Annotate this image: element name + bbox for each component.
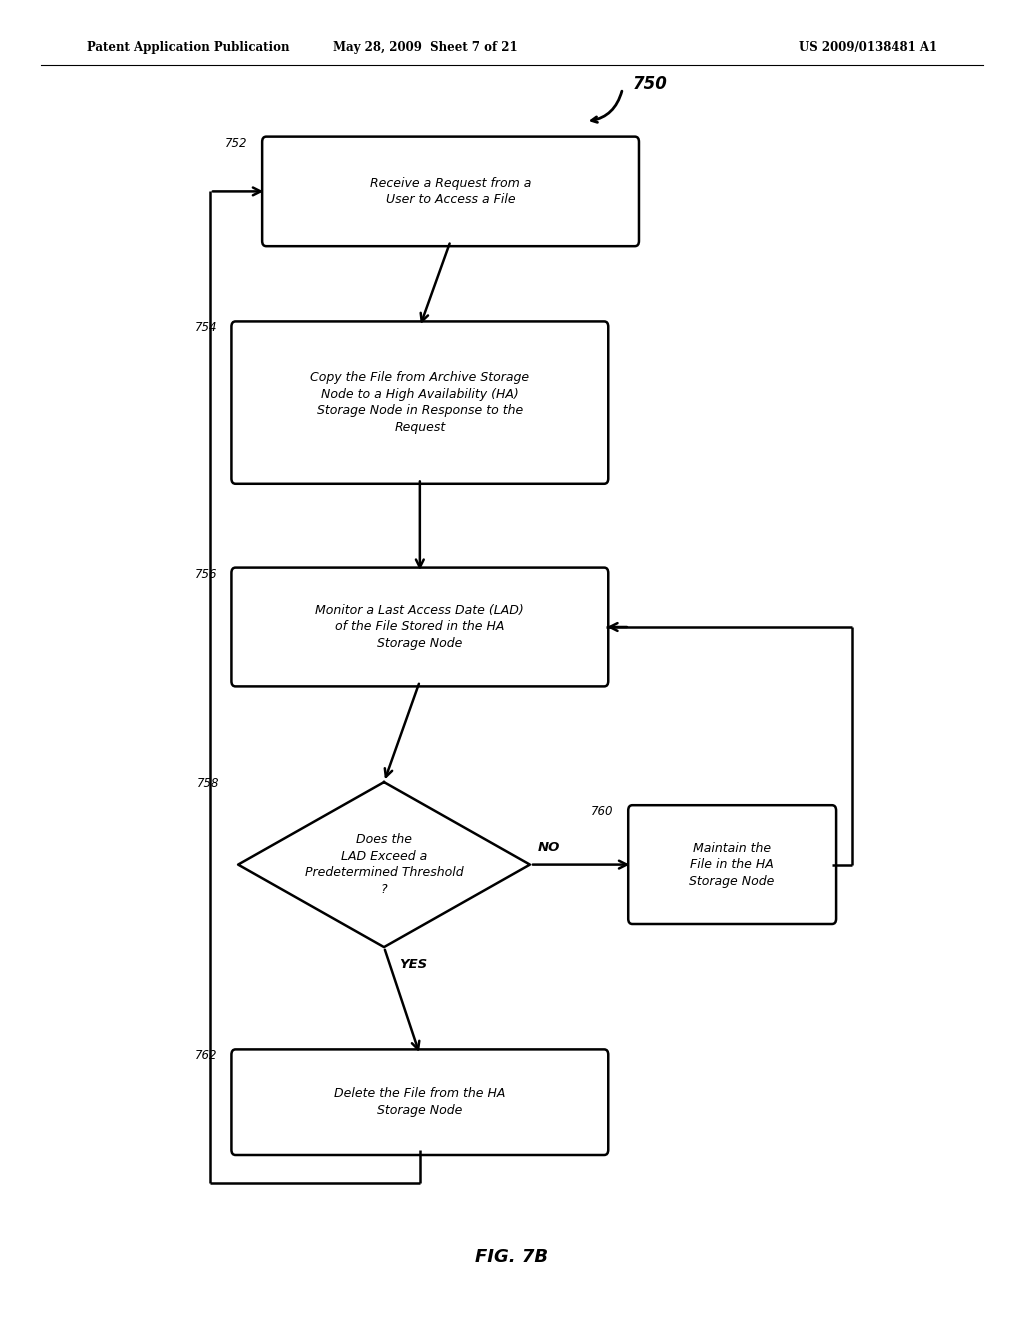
Text: 750: 750 <box>633 75 668 94</box>
FancyBboxPatch shape <box>628 805 836 924</box>
Text: Patent Application Publication: Patent Application Publication <box>87 41 290 54</box>
FancyBboxPatch shape <box>231 568 608 686</box>
Text: Copy the File from Archive Storage
Node to a High Availability (HA)
Storage Node: Copy the File from Archive Storage Node … <box>310 371 529 434</box>
Text: 758: 758 <box>198 776 220 789</box>
Text: May 28, 2009  Sheet 7 of 21: May 28, 2009 Sheet 7 of 21 <box>333 41 517 54</box>
Text: Monitor a Last Access Date (LAD)
of the File Stored in the HA
Storage Node: Monitor a Last Access Date (LAD) of the … <box>315 605 524 649</box>
FancyBboxPatch shape <box>231 322 608 484</box>
Text: YES: YES <box>399 958 427 970</box>
Text: Delete the File from the HA
Storage Node: Delete the File from the HA Storage Node <box>334 1088 506 1117</box>
Text: US 2009/0138481 A1: US 2009/0138481 A1 <box>799 41 937 54</box>
Text: NO: NO <box>539 841 560 854</box>
Text: Does the
LAD Exceed a
Predetermined Threshold
?: Does the LAD Exceed a Predetermined Thre… <box>305 833 463 896</box>
Text: Maintain the
File in the HA
Storage Node: Maintain the File in the HA Storage Node <box>689 842 775 887</box>
FancyBboxPatch shape <box>231 1049 608 1155</box>
Text: 754: 754 <box>195 322 217 334</box>
Polygon shape <box>238 781 530 948</box>
Text: 760: 760 <box>592 805 613 818</box>
Text: 762: 762 <box>195 1049 217 1063</box>
Text: 752: 752 <box>225 137 248 149</box>
FancyBboxPatch shape <box>262 137 639 246</box>
Text: FIG. 7B: FIG. 7B <box>475 1247 549 1266</box>
Text: Receive a Request from a
User to Access a File: Receive a Request from a User to Access … <box>370 177 531 206</box>
Text: 756: 756 <box>195 568 217 581</box>
